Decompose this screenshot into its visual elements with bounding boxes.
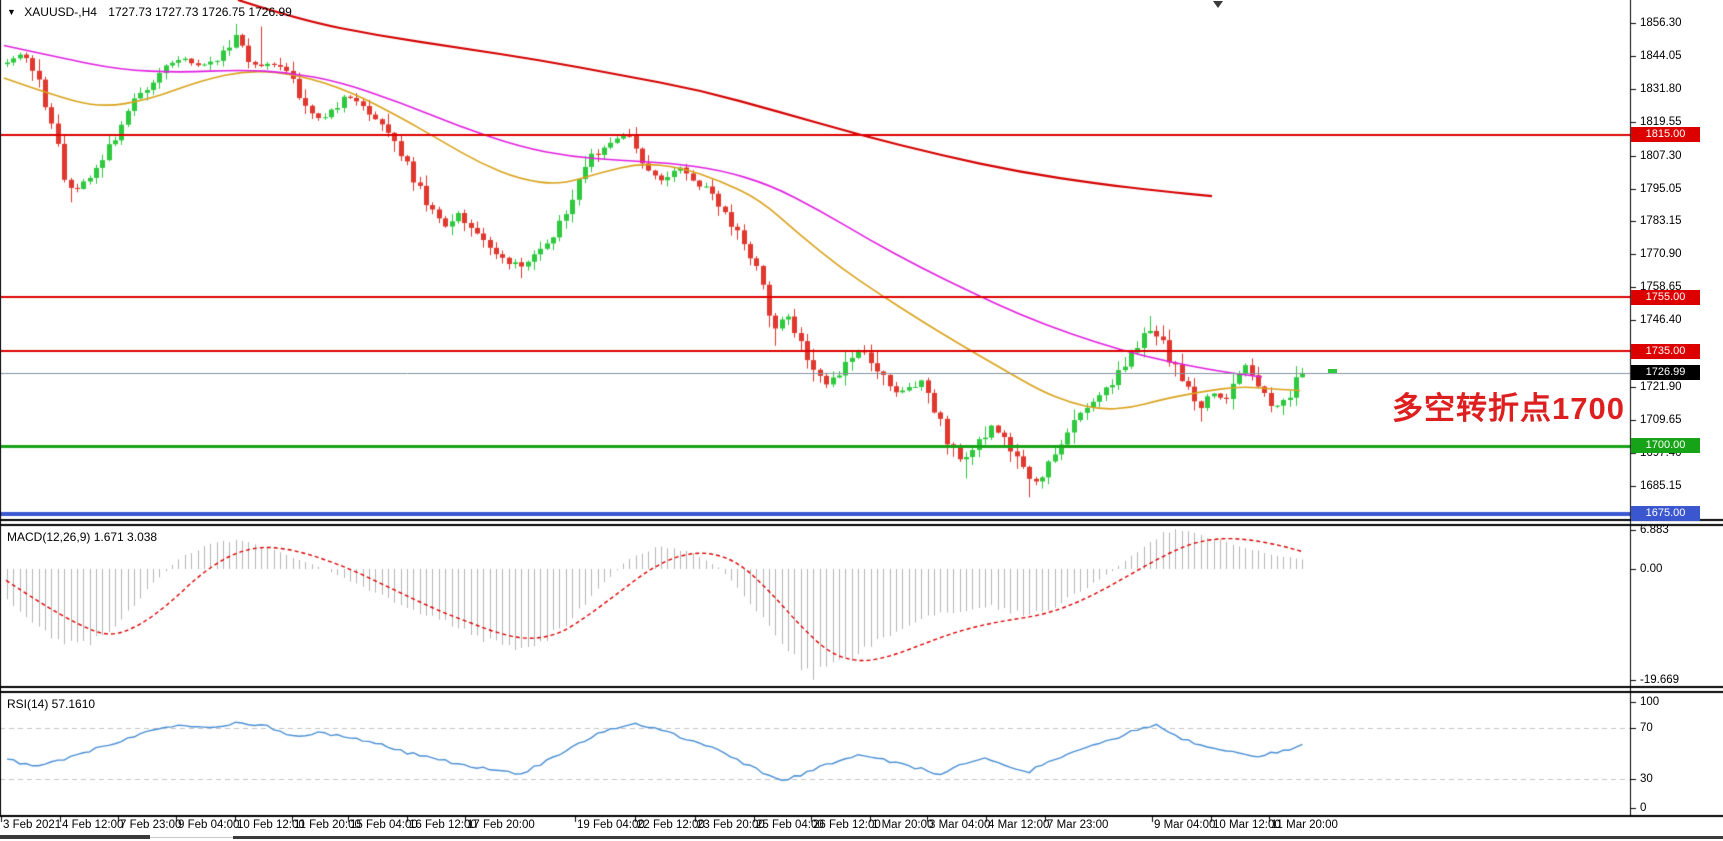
price-level-badge: 1675.00 <box>1631 506 1700 522</box>
price-tick-label: 1819.55 <box>1640 116 1682 129</box>
time-axis-label: 4 Feb 12:00 <box>62 819 124 831</box>
price-level-badge: 1700.00 <box>1631 438 1700 454</box>
price-tick-label: 1856.30 <box>1640 17 1682 29</box>
price-tick-label: 1783.15 <box>1640 214 1682 227</box>
price-level-badge: 1815.00 <box>1631 127 1700 143</box>
price-tick-label: 1795.05 <box>1640 182 1682 195</box>
time-axis-label: 17 Feb 20:00 <box>467 819 535 831</box>
macd-tick-label: 6.883 <box>1640 524 1669 537</box>
macd-indicator-label: MACD(12,26,9) 1.671 3.038 <box>7 530 158 544</box>
time-axis-label: 7 Feb 23:00 <box>120 819 182 831</box>
rsi-tick-label: 70 <box>1640 721 1653 734</box>
symbol-period-label: XAUUSD-,H4 <box>24 5 97 19</box>
rsi-indicator-label: RSI(14) 57.1610 <box>7 697 96 711</box>
time-axis-label: 15 Feb 04:00 <box>350 819 418 831</box>
current-bar-marker <box>1328 369 1337 373</box>
time-axis-label: 22 Feb 12:00 <box>637 819 705 831</box>
price-tick-label: 1709.65 <box>1640 413 1682 426</box>
time-axis-label: 7 Mar 23:00 <box>1047 819 1109 831</box>
rsi-tick-label: 0 <box>1640 802 1647 814</box>
price-tick-label: 1721.90 <box>1640 380 1682 393</box>
price-level-badge: 1735.00 <box>1631 343 1700 359</box>
time-axis-label: 10 Mar 12:00 <box>1213 819 1281 831</box>
time-axis-label: 1 Mar 20:00 <box>872 819 934 831</box>
time-axis-label: 10 Feb 12:00 <box>237 819 305 831</box>
macd-tick-label: 0.00 <box>1640 563 1663 575</box>
h-scrollbar-track[interactable] <box>150 837 233 838</box>
chart-shift-marker[interactable] <box>1213 1 1223 8</box>
macd-tick-label: -19.669 <box>1640 674 1680 687</box>
current-price-badge: 1726.99 <box>1631 365 1700 381</box>
time-axis-label: 25 Feb 04:00 <box>756 819 824 831</box>
rsi-tick-label: 30 <box>1640 772 1653 785</box>
price-tick-label: 1685.15 <box>1640 480 1682 493</box>
time-axis-label: 11 Feb 20:00 <box>294 819 361 831</box>
price-tick-label: 1807.30 <box>1640 149 1682 162</box>
price-tick-label: 1746.40 <box>1640 314 1682 327</box>
time-axis-label: 26 Feb 12:00 <box>813 819 881 831</box>
price-tick-label: 1844.05 <box>1640 50 1682 63</box>
time-axis-label: 23 Feb 20:00 <box>697 819 765 831</box>
time-axis-label: 4 Mar 12:00 <box>988 819 1050 831</box>
time-axis-label: 16 Feb 12:00 <box>409 819 477 831</box>
time-axis-label: 19 Feb 04:00 <box>577 819 645 831</box>
h-scrollbar-thumb-left[interactable] <box>0 835 150 839</box>
time-axis-label: 9 Mar 04:00 <box>1154 819 1216 831</box>
price-tick-label: 1831.80 <box>1640 83 1682 96</box>
h-scrollbar-thumb-right[interactable] <box>233 836 1723 839</box>
time-axis-label: 11 Mar 20:00 <box>1271 819 1338 831</box>
chart-title: ▼ XAUUSD-,H4 1727.73 1727.73 1726.75 172… <box>7 5 292 19</box>
price-tick-label: 1770.90 <box>1640 248 1682 261</box>
symbol-dropdown-icon[interactable]: ▼ <box>7 7 16 17</box>
time-axis-label: 3 Feb 2021 <box>3 819 62 831</box>
ohlc-values: 1727.73 1727.73 1726.75 1726.99 <box>108 5 292 19</box>
time-axis-label: 3 Mar 04:00 <box>929 819 991 831</box>
rsi-tick-label: 100 <box>1640 696 1660 708</box>
price-level-badge: 1755.00 <box>1631 289 1700 305</box>
annotation-text: 多空转折点1700 <box>1392 391 1625 426</box>
time-axis-label: 9 Feb 04:00 <box>178 819 240 831</box>
